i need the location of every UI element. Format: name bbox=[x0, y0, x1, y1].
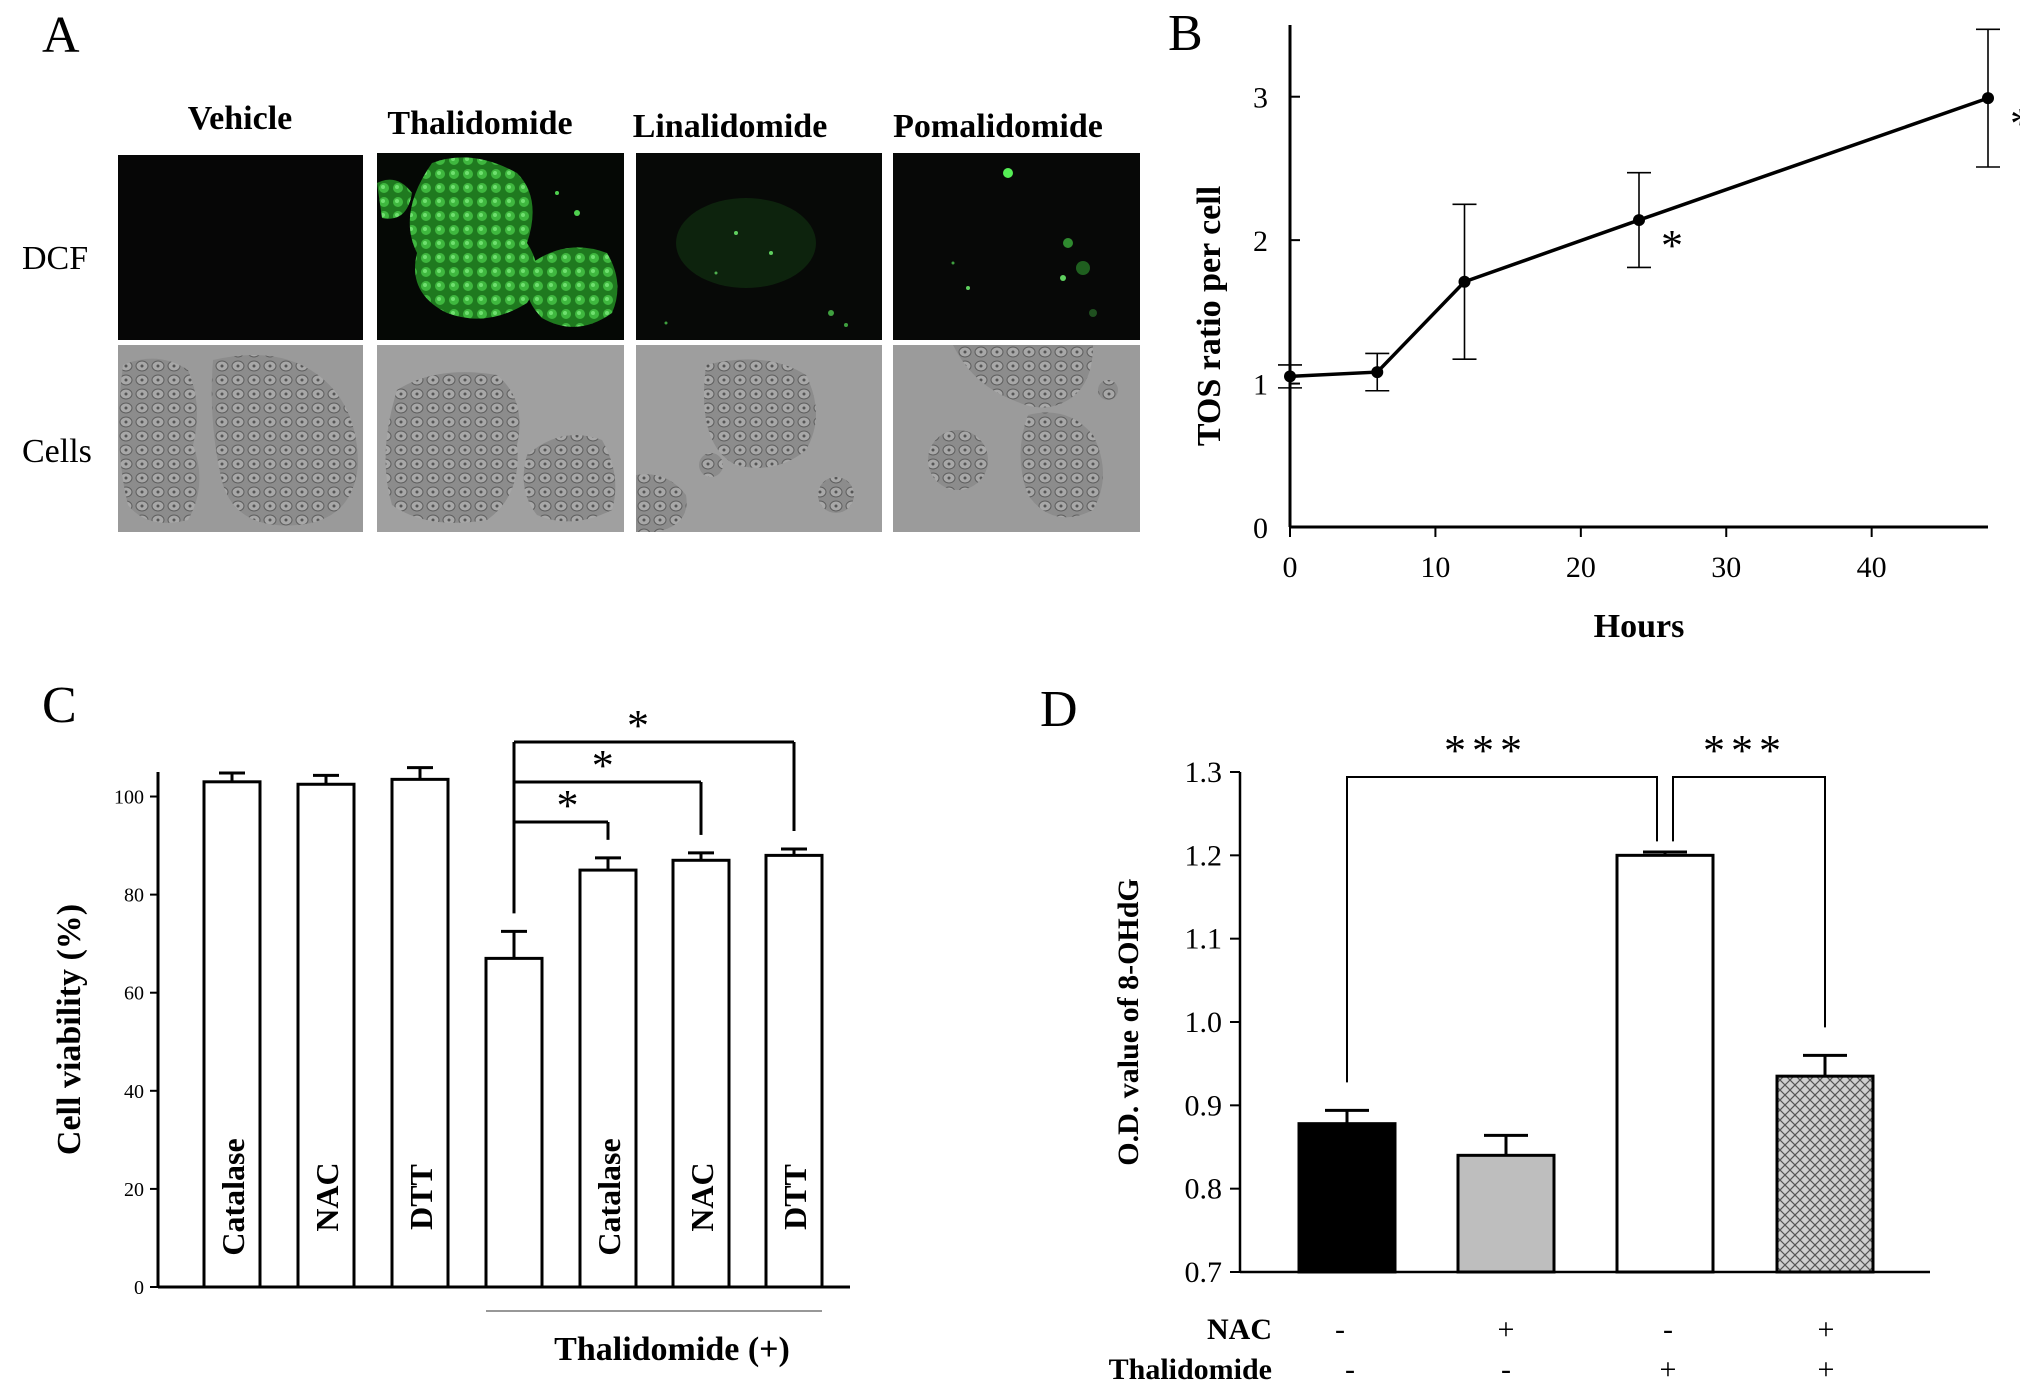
significance-mark: * bbox=[627, 701, 649, 750]
significance-mark: * bbox=[592, 741, 614, 790]
bar-category-label: DTT bbox=[403, 1164, 439, 1230]
cells-image-pomalidomide bbox=[893, 345, 1140, 532]
bar-category-label: Catalase bbox=[591, 1138, 627, 1255]
bar-category-label: NAC bbox=[309, 1162, 345, 1231]
treatment-sign: + bbox=[1818, 1353, 1835, 1380]
dcf-image-vehicle bbox=[118, 155, 363, 340]
bar bbox=[1297, 1122, 1397, 1274]
bar bbox=[764, 853, 824, 1289]
y-axis-title: Cell viability (%) bbox=[51, 904, 88, 1155]
panel-a-label: A bbox=[42, 7, 80, 64]
data-point bbox=[1982, 92, 1994, 105]
cells-image-thalidomide bbox=[377, 345, 624, 532]
y-tick-label: 1.3 bbox=[1185, 756, 1223, 789]
significance-mark: *** bbox=[1444, 726, 1528, 775]
bar bbox=[390, 777, 450, 1289]
y-tick-label: 0.9 bbox=[1185, 1089, 1223, 1122]
comparison-bracket bbox=[1346, 776, 1658, 1083]
bar bbox=[578, 868, 638, 1289]
y-tick-label: 0.8 bbox=[1185, 1173, 1223, 1206]
panel-b-label: B bbox=[1168, 5, 1203, 62]
y-tick-label: 1.2 bbox=[1185, 839, 1223, 872]
chart-d: 0.7 0.8 0.9 1.0 1.1 1.2 1.3 O.D. value of 8-OHd… bbox=[1109, 726, 1930, 1380]
comparison-bracket bbox=[1672, 776, 1826, 1028]
significance-mark: * bbox=[1661, 221, 1683, 270]
bar bbox=[484, 956, 544, 1289]
y-axis-title: TOS ratio per cell bbox=[1191, 186, 1228, 446]
x-axis-title: Hours bbox=[1594, 608, 1685, 645]
dcf-image-thalidomide bbox=[377, 153, 624, 340]
y-axis-title: O.D. value of 8-OHdG bbox=[1112, 878, 1145, 1166]
treatment-sign: - bbox=[1663, 1313, 1673, 1346]
treatment-row-label: Thalidomide bbox=[1109, 1353, 1272, 1380]
data-point bbox=[1458, 275, 1471, 288]
treatment-sign: + bbox=[1498, 1313, 1515, 1346]
dcf-image-pomalidomide bbox=[893, 153, 1140, 340]
treatment-sign: - bbox=[1501, 1353, 1511, 1380]
y-tick-label: 40 bbox=[124, 1081, 144, 1103]
bar-category-label: Catalase bbox=[215, 1138, 251, 1255]
treatment-sign: - bbox=[1345, 1353, 1355, 1380]
treatment-sign: + bbox=[1660, 1353, 1677, 1380]
y-tick-label: 0 bbox=[134, 1277, 144, 1299]
row-label-dcf: DCF bbox=[22, 240, 89, 277]
condition-label-linalidomide: Linalidomide bbox=[632, 108, 828, 145]
x-tick-label: 0 bbox=[1283, 551, 1298, 584]
row-label-cells: Cells bbox=[22, 433, 92, 470]
x-tick-label: 40 bbox=[1857, 551, 1887, 584]
y-tick-label: 1.0 bbox=[1185, 1006, 1223, 1039]
y-tick-label: 0.7 bbox=[1185, 1256, 1223, 1289]
y-tick-label: 2 bbox=[1253, 225, 1268, 258]
bar bbox=[1615, 853, 1715, 1274]
y-tick-label: 100 bbox=[114, 787, 144, 809]
panel-d-label: D bbox=[1040, 681, 1078, 738]
chart-c: 0 20 40 60 80 100 Cell viability (%) Catalase NA… bbox=[51, 701, 850, 1368]
bar-category-label: DTT bbox=[777, 1164, 813, 1230]
y-tick-label: 0 bbox=[1253, 512, 1268, 545]
treatment-row-label: NAC bbox=[1207, 1313, 1272, 1346]
y-tick-label: 80 bbox=[124, 885, 144, 907]
y-tick-label: 60 bbox=[124, 983, 144, 1005]
bar-category-label: NAC bbox=[684, 1162, 720, 1231]
condition-label-thalidomide: Thalidomide bbox=[387, 105, 573, 142]
bar bbox=[1775, 1074, 1875, 1274]
group-label: Thalidomide (+) bbox=[554, 1331, 790, 1368]
y-tick-label: 3 bbox=[1253, 82, 1268, 115]
data-point bbox=[1371, 366, 1384, 379]
significance-mark: *** bbox=[1703, 726, 1787, 775]
significance-mark: * bbox=[2010, 99, 2020, 148]
y-tick-label: 20 bbox=[124, 1179, 144, 1201]
treatment-sign: - bbox=[1335, 1313, 1345, 1346]
y-tick-label: 1 bbox=[1253, 369, 1268, 402]
data-point bbox=[1633, 214, 1645, 227]
data-point bbox=[1284, 370, 1296, 383]
x-tick-label: 30 bbox=[1711, 551, 1741, 584]
y-tick-label: 1.1 bbox=[1185, 923, 1223, 956]
bar bbox=[1456, 1153, 1556, 1274]
dcf-image-linalidomide bbox=[636, 153, 882, 340]
cells-image-vehicle bbox=[118, 345, 363, 532]
significance-mark: * bbox=[557, 781, 579, 830]
x-tick-label: 10 bbox=[1420, 551, 1450, 584]
treatment-sign: + bbox=[1818, 1313, 1835, 1346]
bar bbox=[296, 782, 356, 1289]
x-tick-label: 20 bbox=[1566, 551, 1596, 584]
bar bbox=[202, 780, 262, 1289]
cells-image-linalidomide bbox=[636, 345, 882, 532]
condition-label-vehicle: Vehicle bbox=[187, 100, 293, 137]
condition-label-pomalidomide: Pomalidomide bbox=[893, 108, 1103, 145]
panel-c-label: C bbox=[42, 677, 77, 734]
